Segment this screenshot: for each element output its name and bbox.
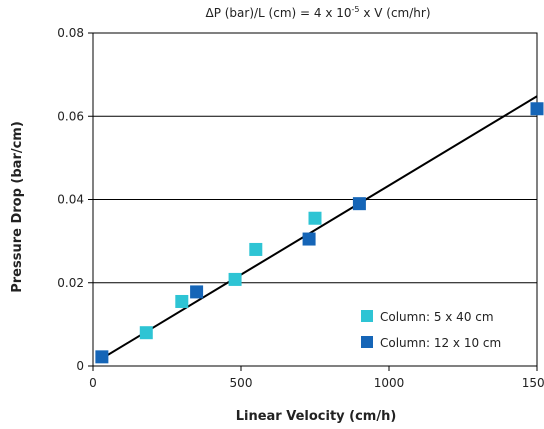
y-axis-label: Pressure Drop (bar/cm)	[10, 121, 25, 293]
legend-marker-1	[361, 310, 373, 322]
data-point-series-2	[530, 102, 544, 116]
x-tick-label: 1500	[522, 376, 544, 390]
chart-title-end: x V (cm/hr)	[360, 6, 431, 20]
x-axis-label: Linear Velocity (cm/h)	[236, 409, 397, 424]
data-point-series-1	[139, 326, 153, 340]
chart-title: ΔP (bar)/L (cm) = 4 x 10-5 x V (cm/hr)	[205, 5, 430, 20]
x-tick-label: 500	[230, 376, 253, 390]
chart-title-superscript: -5	[352, 5, 360, 14]
legend-label-1: Column: 5 x 40 cm	[380, 310, 494, 324]
y-tick-label: 0.06	[57, 109, 84, 123]
axis-ticks: 0 0.02 0.04 0.06 0.08 0 500 1000 1500	[57, 26, 544, 390]
legend: Column: 5 x 40 cm Column: 12 x 10 cm	[361, 310, 501, 350]
data-point-series-2	[190, 285, 204, 299]
data-point-series-2	[302, 232, 316, 246]
x-tick-label: 0	[89, 376, 97, 390]
legend-marker-2	[361, 336, 373, 348]
data-point-series-1	[249, 242, 263, 256]
y-tick-label: 0.04	[57, 193, 84, 207]
data-point-series-1	[175, 294, 189, 308]
chart-title-main: ΔP (bar)/L (cm) = 4 x 10	[205, 6, 351, 20]
y-tick-label: 0	[76, 359, 84, 373]
y-tick-label: 0.08	[57, 26, 84, 40]
y-tick-label: 0.02	[57, 276, 84, 290]
data-points	[95, 102, 544, 364]
x-tick-label: 1000	[374, 376, 405, 390]
gridlines	[93, 115, 537, 284]
data-point-series-2	[352, 197, 366, 211]
legend-label-2: Column: 12 x 10 cm	[380, 336, 501, 350]
trendline	[101, 95, 538, 360]
data-point-series-1	[228, 272, 242, 286]
data-point-series-1	[308, 211, 322, 225]
data-point-series-2	[95, 350, 109, 364]
